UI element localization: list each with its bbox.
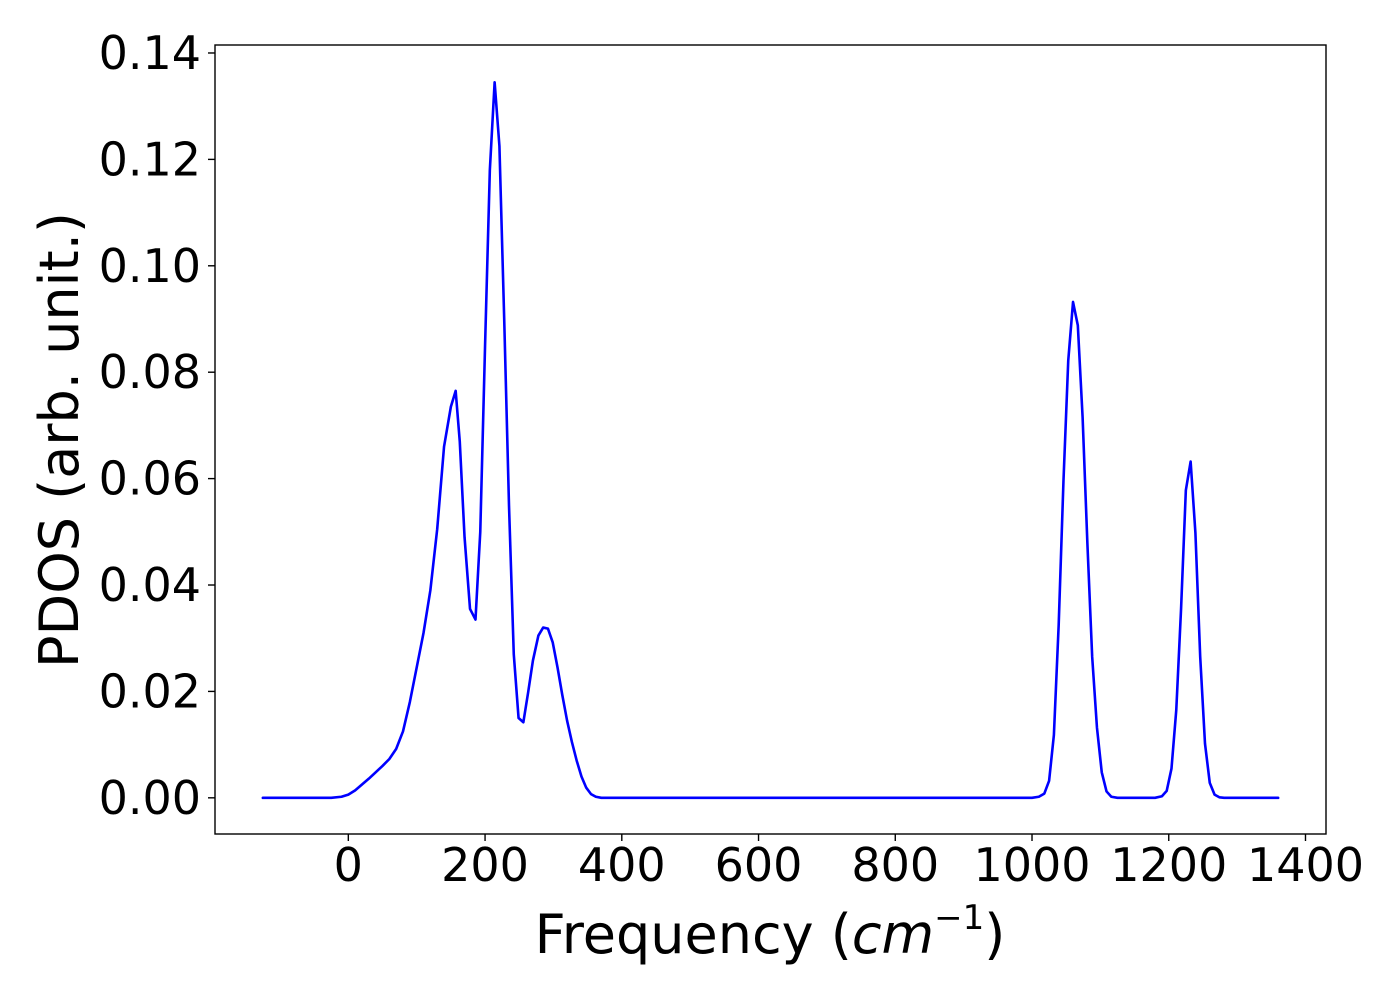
y-tick-label: 0.08 [99, 345, 201, 399]
x-tick-label: 600 [715, 838, 803, 892]
y-axis: 0.00 0.02 0.04 0.06 0.08 0.10 0.12 0.14 [99, 26, 215, 825]
x-tick-label: 800 [851, 838, 939, 892]
y-tick-label: 0.12 [99, 132, 201, 186]
x-tick-label: 1200 [1110, 838, 1227, 892]
y-tick-label: 0.04 [99, 558, 201, 612]
x-tick-label: 200 [441, 838, 529, 892]
x-axis-label-exponent: −1 [934, 898, 984, 938]
series-layer [261, 80, 1280, 800]
x-tick-label: 1400 [1247, 838, 1364, 892]
series-line-0 [261, 80, 1280, 800]
x-tick-label: 400 [578, 838, 666, 892]
x-axis-label: Frequency (cm−1) [535, 898, 1006, 966]
y-tick-label: 0.00 [99, 771, 201, 825]
y-tick-label: 0.06 [99, 452, 201, 506]
y-tick-label: 0.02 [99, 664, 201, 718]
x-axis-label-unit: cm [852, 903, 934, 966]
x-axis: 0 200 400 600 800 1000 1200 1400 [334, 834, 1364, 892]
y-tick-label: 0.10 [99, 239, 201, 293]
x-tick-label: 0 [334, 838, 363, 892]
plot-frame [214, 44, 1327, 835]
y-axis-label: PDOS (arb. unit.) [28, 212, 91, 668]
x-tick-label: 1000 [973, 838, 1090, 892]
x-axis-label-text: Frequency ( [535, 903, 852, 966]
y-tick-label: 0.14 [99, 26, 201, 80]
x-axis-label-close: ) [984, 903, 1005, 966]
